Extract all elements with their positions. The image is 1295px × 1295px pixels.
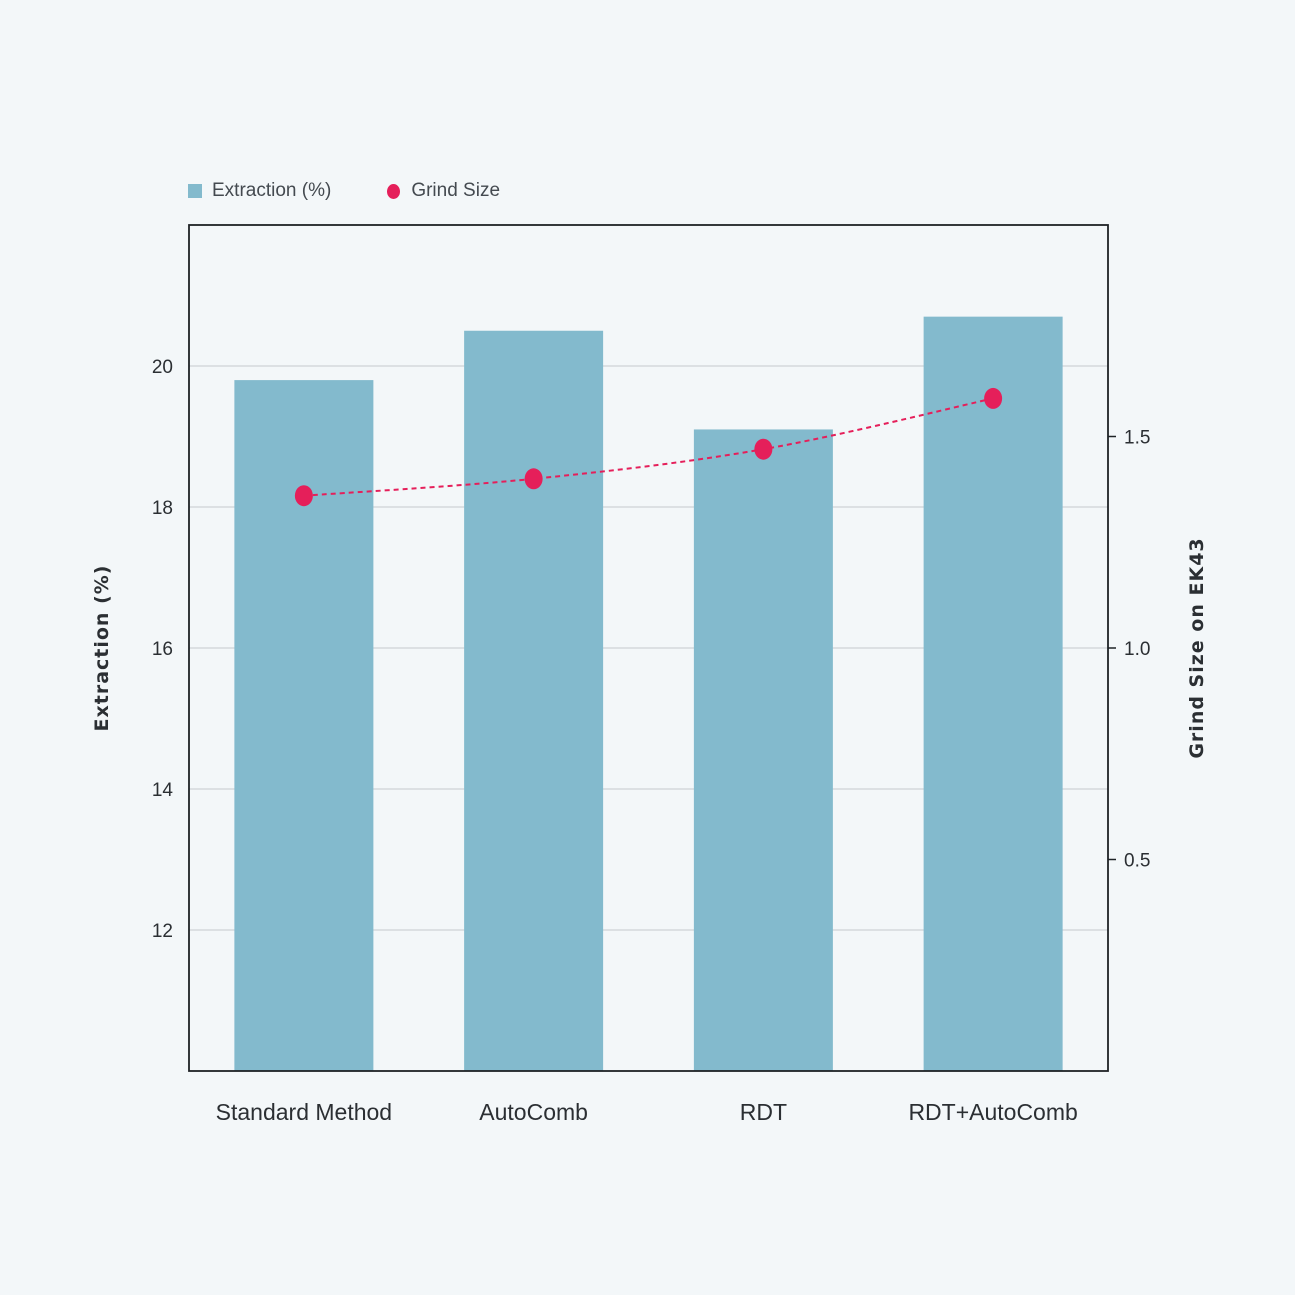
- grind-size-point: [984, 387, 1003, 409]
- grind-size-point: [754, 438, 773, 460]
- bar: [693, 429, 833, 1071]
- x-tick-label: AutoComb: [479, 1099, 588, 1125]
- bar: [234, 380, 374, 1072]
- legend-item-grind-size: Grind Size: [387, 180, 500, 202]
- x-tick-label: RDT: [740, 1099, 787, 1125]
- legend-swatch-dot: [387, 183, 401, 199]
- legend: Extraction (%) Grind Size: [188, 180, 556, 202]
- grind-size-line: [303, 397, 994, 497]
- x-tick-label: RDT+AutoComb: [908, 1099, 1077, 1125]
- legend-item-extraction: Extraction (%): [188, 180, 331, 202]
- legend-swatch-bar: [188, 184, 202, 198]
- y-tick-label-right: 0.5: [1124, 851, 1150, 872]
- y-tick-label-left: 16: [152, 639, 173, 660]
- grind-size-point: [294, 485, 313, 507]
- y-tick-label-left: 18: [152, 498, 173, 519]
- bar: [464, 330, 604, 1071]
- y-tick-label-left: 20: [152, 357, 173, 378]
- y-tick-label-left: 12: [152, 921, 173, 942]
- y-tick-label-left: 14: [152, 780, 174, 801]
- legend-label-grind-size: Grind Size: [411, 180, 501, 201]
- grind-size-point: [524, 468, 543, 490]
- y-tick-label-right: 1.5: [1124, 428, 1150, 449]
- y-tick-label-right: 1.0: [1124, 639, 1150, 660]
- bar: [923, 316, 1063, 1071]
- legend-label-extraction: Extraction (%): [212, 180, 332, 201]
- x-tick-label: Standard Method: [216, 1099, 392, 1125]
